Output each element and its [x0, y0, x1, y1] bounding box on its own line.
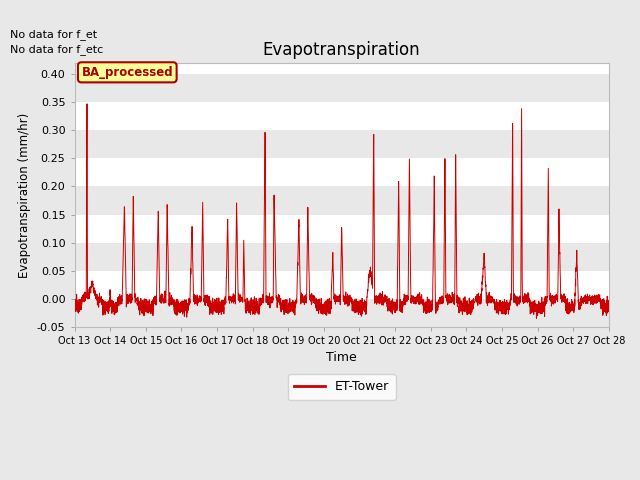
- Bar: [74, 131, 609, 158]
- Bar: [74, 242, 609, 271]
- Text: No data for f_et: No data for f_et: [10, 29, 97, 40]
- Bar: [74, 74, 609, 102]
- Bar: [74, 299, 609, 327]
- Y-axis label: Evapotranspiration (mm/hr): Evapotranspiration (mm/hr): [19, 112, 31, 277]
- X-axis label: Time: Time: [326, 351, 357, 364]
- Title: Evapotranspiration: Evapotranspiration: [263, 41, 420, 59]
- Text: BA_processed: BA_processed: [81, 66, 173, 79]
- Bar: [74, 158, 609, 187]
- Text: No data for f_etc: No data for f_etc: [10, 45, 104, 56]
- Legend: ET-Tower: ET-Tower: [287, 374, 396, 400]
- Bar: [74, 102, 609, 131]
- Bar: [74, 187, 609, 215]
- Bar: [74, 271, 609, 299]
- Bar: [74, 215, 609, 242]
